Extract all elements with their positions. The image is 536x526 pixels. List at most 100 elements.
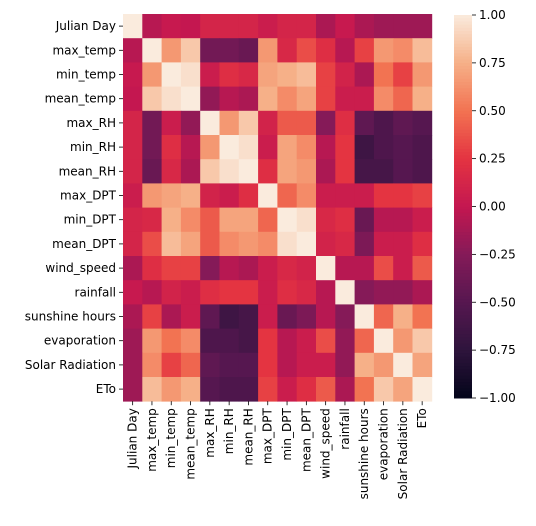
heatmap-cell <box>142 377 162 402</box>
colorbar-segment <box>454 286 472 290</box>
heatmap-cell <box>412 14 433 39</box>
heatmap-cell <box>180 159 201 184</box>
heatmap-cell <box>373 86 394 112</box>
heatmap-cell <box>142 135 162 160</box>
colorbar-segment <box>454 299 472 303</box>
colorbar-segment <box>454 56 472 61</box>
heatmap-cell <box>354 110 375 136</box>
colorbar-segment <box>454 337 472 342</box>
x-tick-label: evaporation <box>377 408 391 480</box>
heatmap-cell <box>354 14 375 39</box>
heatmap-cell <box>258 328 278 354</box>
heatmap-cell <box>316 304 336 329</box>
colorbar-segment <box>454 168 472 172</box>
heatmap-cell <box>373 352 394 378</box>
heatmap-cell <box>123 352 143 378</box>
heatmap-cell <box>277 352 298 378</box>
heatmap-cell <box>200 159 220 184</box>
heatmap-cell <box>238 110 259 136</box>
colorbar-segment <box>454 136 472 140</box>
heatmap-cell <box>296 38 317 63</box>
heatmap-cell <box>180 14 201 39</box>
colorbar-segment <box>454 238 472 243</box>
heatmap-cell <box>180 38 201 63</box>
colorbar-segment <box>454 107 472 112</box>
colorbar-segment <box>454 251 472 255</box>
heatmap-cell <box>316 328 336 354</box>
heatmap-cell <box>393 183 413 208</box>
colorbar-segment <box>454 155 472 160</box>
heatmap-cell <box>238 62 259 87</box>
heatmap-cell <box>238 256 259 281</box>
heatmap-cell <box>258 231 278 257</box>
colorbar-segment <box>454 161 472 166</box>
colorbar-segment <box>454 391 472 396</box>
heatmap-cell <box>373 304 394 329</box>
heatmap-cell <box>200 207 220 233</box>
heatmap-cell <box>180 304 201 329</box>
y-tick-label: mean_DPT <box>52 237 117 251</box>
heatmap-cell <box>161 159 182 184</box>
heatmap-cell <box>219 159 240 184</box>
x-tick-labels: Julian Day max_temp min_temp mean_temp max_R… <box>126 401 429 499</box>
colorbar-segment <box>454 133 472 137</box>
heatmap-cell <box>123 86 143 112</box>
colorbar-segment <box>454 244 472 249</box>
heatmap-cell <box>238 377 259 402</box>
heatmap-cell <box>373 183 394 208</box>
heatmap-cell <box>277 159 298 184</box>
heatmap-cell <box>219 62 240 87</box>
heatmap-cell <box>200 352 220 378</box>
y-tick-label: Julian Day <box>55 19 116 33</box>
colorbar-segment <box>454 270 472 275</box>
heatmap-cell <box>316 207 336 233</box>
heatmap-cell <box>393 328 413 354</box>
colorbar-segment <box>454 267 472 271</box>
heatmap-cell <box>161 110 182 136</box>
colorbar-segment <box>454 110 472 115</box>
heatmap-cell <box>161 62 182 87</box>
colorbar-segment <box>454 149 472 153</box>
heatmap-cell <box>335 38 355 63</box>
colorbar-segment <box>454 225 472 230</box>
heatmap-cell <box>354 377 375 402</box>
colorbar-tick-label: 0.25 <box>479 152 506 166</box>
colorbar-segment <box>454 66 472 70</box>
colorbar-tick-label: 0.75 <box>479 56 506 70</box>
colorbar-segment <box>454 350 472 354</box>
colorbar-segment <box>454 46 472 51</box>
heatmap-cell <box>200 304 220 329</box>
colorbar-segment <box>454 394 472 399</box>
colorbar-segment <box>454 117 472 121</box>
colorbar-segment <box>454 318 472 322</box>
colorbar-segment <box>454 289 472 294</box>
heatmap-cell <box>393 62 413 87</box>
heatmap-cell <box>258 304 278 329</box>
colorbar-segment <box>454 50 472 54</box>
heatmap-cell <box>219 135 240 160</box>
colorbar-segment <box>454 212 472 217</box>
colorbar-segment <box>454 343 472 348</box>
colorbar-segment <box>454 206 472 211</box>
heatmap-cell <box>335 183 355 208</box>
colorbar-segment <box>454 184 472 188</box>
heatmap-cell <box>161 377 182 402</box>
colorbar-tick-label: 1.00 <box>479 8 506 22</box>
heatmap-cell <box>412 280 433 305</box>
heatmap-cell <box>142 328 162 354</box>
heatmap-cell <box>142 256 162 281</box>
colorbar-segment <box>454 359 472 364</box>
colorbar-segment <box>454 346 472 351</box>
heatmap-cell <box>161 183 182 208</box>
heatmap-cell <box>373 62 394 87</box>
heatmap-cell <box>238 159 259 184</box>
heatmap-cell <box>412 231 433 257</box>
colorbar-tick-label: −0.75 <box>479 343 516 357</box>
heatmap-cell <box>180 86 201 112</box>
colorbar-segment <box>454 85 472 89</box>
heatmap-cell <box>123 62 143 87</box>
x-tick-label: min_RH <box>222 408 236 454</box>
colorbar-segment <box>454 232 472 236</box>
colorbar-segment <box>454 152 472 156</box>
x-tick-label: ETo <box>415 408 429 428</box>
